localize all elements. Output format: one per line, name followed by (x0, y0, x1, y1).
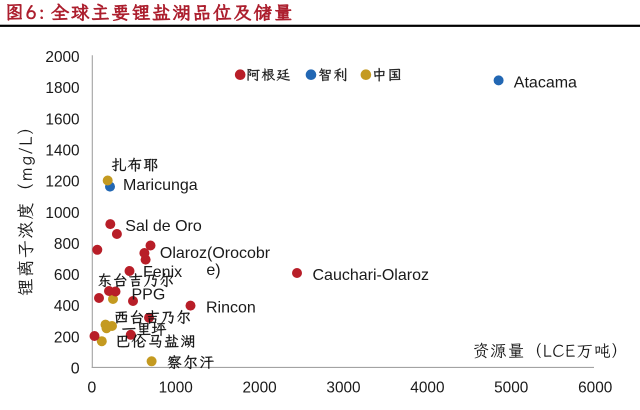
svg-text:Cauchari-Olaroz: Cauchari-Olaroz (313, 267, 429, 284)
svg-text:1000: 1000 (45, 205, 79, 222)
svg-text:1800: 1800 (45, 80, 79, 97)
svg-text:4000: 4000 (410, 379, 444, 396)
svg-text:Atacama: Atacama (514, 74, 577, 91)
svg-text:400: 400 (54, 298, 80, 315)
svg-text:5000: 5000 (494, 379, 528, 396)
svg-text:6000: 6000 (578, 379, 612, 396)
svg-text:0: 0 (87, 379, 96, 396)
svg-text:Sal de Oro: Sal de Oro (125, 218, 202, 235)
svg-text:3000: 3000 (326, 379, 360, 396)
svg-text:1200: 1200 (45, 174, 79, 191)
svg-text:0: 0 (71, 361, 80, 378)
svg-text:1600: 1600 (45, 111, 79, 128)
svg-text:e): e) (206, 262, 220, 279)
svg-text:2000: 2000 (243, 379, 277, 396)
svg-text:Rincon: Rincon (206, 299, 256, 316)
svg-text:1000: 1000 (159, 379, 193, 396)
svg-text:Maricunga: Maricunga (123, 177, 198, 194)
svg-text:600: 600 (54, 267, 80, 284)
svg-text:Fenix: Fenix (143, 264, 182, 281)
svg-text:Olaroz(Orocobr: Olaroz(Orocobr (160, 245, 271, 262)
svg-text:200: 200 (54, 329, 80, 346)
svg-text:2000: 2000 (45, 49, 79, 66)
svg-text:1400: 1400 (45, 142, 79, 159)
svg-text:PPG: PPG (132, 286, 166, 303)
svg-text:800: 800 (54, 236, 80, 253)
